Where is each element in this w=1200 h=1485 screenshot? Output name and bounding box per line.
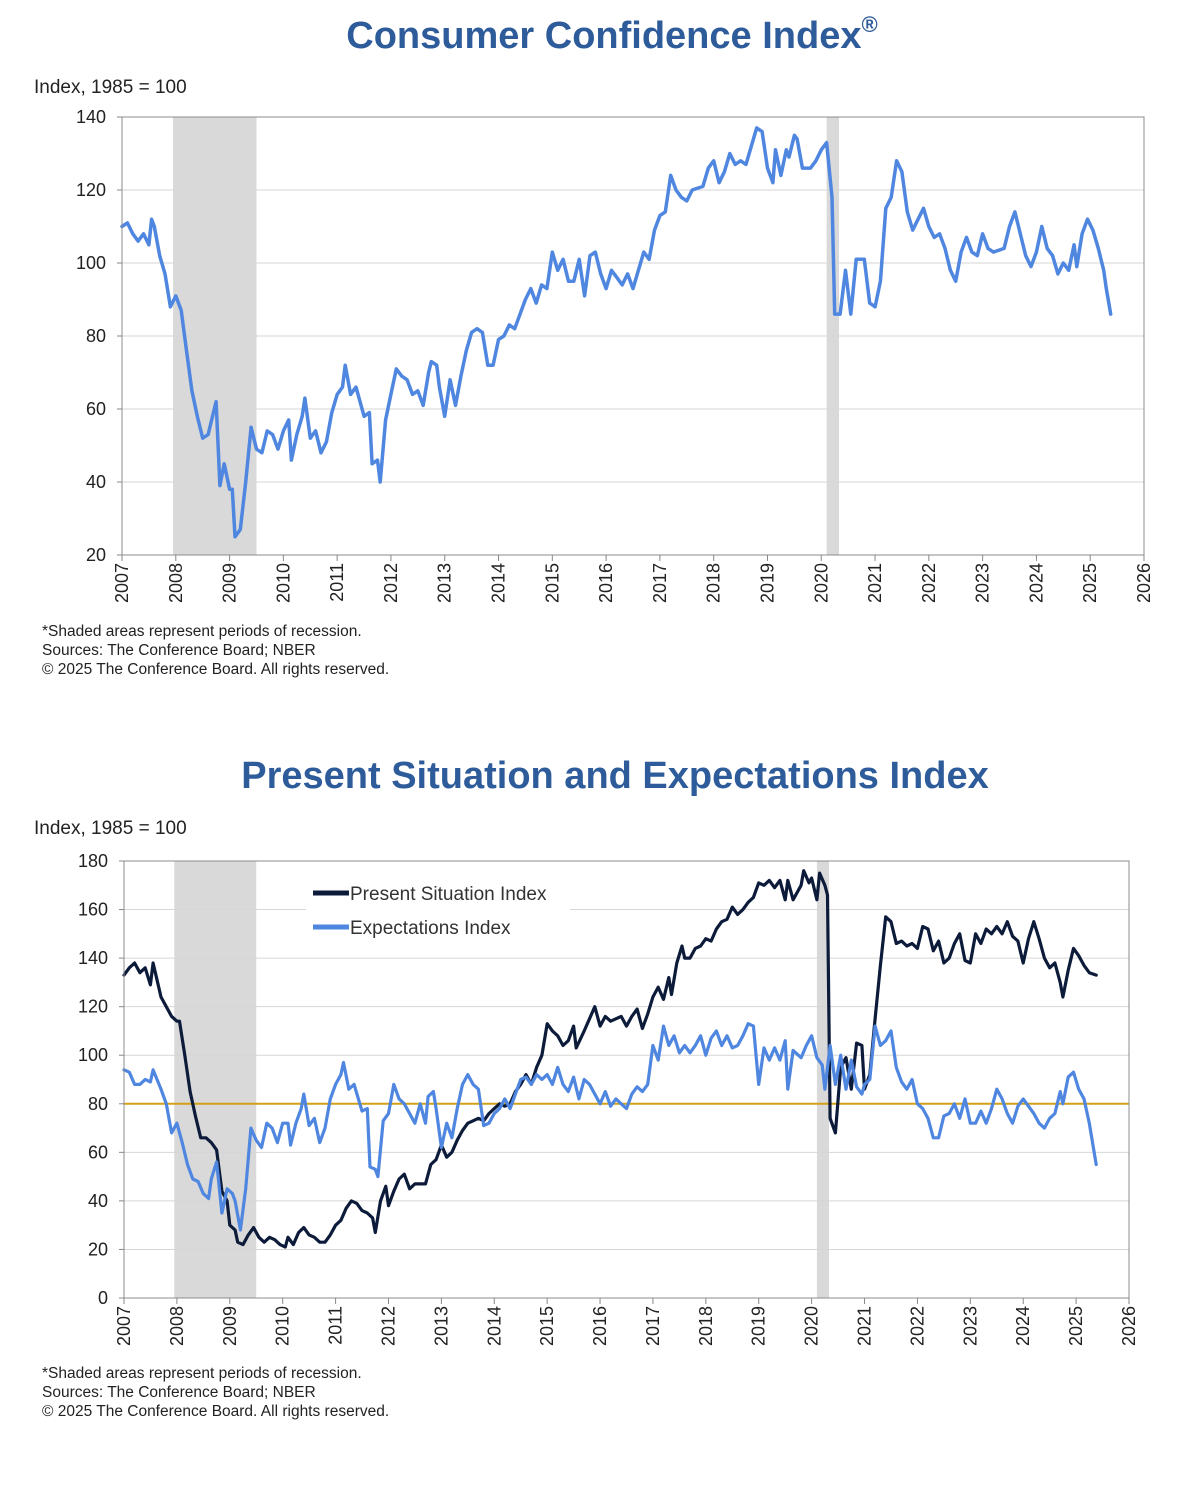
x-tick-label-2014: 2014 — [489, 563, 509, 603]
x-tick-label-2026: 2026 — [1119, 1306, 1139, 1346]
x-tick-label-2020: 2020 — [802, 1306, 822, 1346]
legend-label-expectations: Expectations Index — [350, 918, 511, 939]
x-tick-label-2016: 2016 — [596, 563, 616, 603]
chart-2-x-ticks: 2007 2008 2009 2010 2011 2012 2013 2014 2015 2016… — [114, 1298, 1139, 1346]
x-tick-label-2010: 2010 — [273, 1306, 293, 1346]
x-tick-label-2021: 2021 — [865, 563, 885, 603]
legend-label-present-situation: Present Situation Index — [350, 884, 547, 905]
chart-2-y-ticks: 0 20 40 60 80 100 120 140 160 180 — [78, 851, 124, 1308]
x-tick-label-2013: 2013 — [435, 563, 455, 603]
y-tick-label-140: 140 — [76, 107, 106, 127]
y-tick-label-80: 80 — [86, 326, 106, 346]
chart-2-ylabel: Index, 1985 = 100 — [34, 818, 187, 839]
x-tick-label-2008: 2008 — [166, 563, 186, 603]
x-tick-label-2009: 2009 — [220, 563, 240, 603]
x-tick-label-2017: 2017 — [650, 563, 670, 603]
x-tick-label-2023: 2023 — [973, 563, 993, 603]
y-tick-label-60: 60 — [86, 399, 106, 419]
x-tick-label-2013: 2013 — [431, 1306, 451, 1346]
chart-1-ylabel: Index, 1985 = 100 — [34, 77, 187, 98]
y-tick-label-100: 100 — [78, 1045, 108, 1065]
y-tick-label-60: 60 — [88, 1142, 108, 1162]
x-tick-label-2008: 2008 — [167, 1306, 187, 1346]
x-tick-label-2019: 2019 — [749, 1306, 769, 1346]
x-tick-label-2010: 2010 — [273, 563, 293, 603]
chart-consumer-confidence: Consumer Confidence Index® Index, 1985 =… — [34, 12, 1154, 678]
x-tick-label-2024: 2024 — [1026, 563, 1046, 603]
x-tick-label-2026: 2026 — [1134, 563, 1154, 603]
x-tick-label-2011: 2011 — [326, 1306, 346, 1345]
x-tick-label-2015: 2015 — [537, 1306, 557, 1346]
chart-1-grid-layer — [122, 189, 1144, 483]
chart-2-footnote-1: *Shaded areas represent periods of reces… — [42, 1365, 362, 1382]
recession-band-1 — [174, 861, 257, 1298]
y-tick-label-20: 20 — [86, 545, 106, 565]
y-tick-label-20: 20 — [88, 1239, 108, 1259]
x-tick-label-2007: 2007 — [112, 563, 132, 603]
chart-2-footnote-3: © 2025 The Conference Board. All rights … — [42, 1403, 389, 1420]
chart-1-title-mark: ® — [861, 12, 877, 37]
x-tick-label-2022: 2022 — [919, 563, 939, 603]
series-line-present-situation-index — [122, 869, 1098, 1249]
x-tick-label-2012: 2012 — [381, 563, 401, 603]
x-tick-label-2023: 2023 — [960, 1306, 980, 1346]
chart-1-title-text: Consumer Confidence Index — [346, 15, 861, 57]
x-tick-label-2024: 2024 — [1013, 1306, 1033, 1346]
y-tick-label-40: 40 — [86, 472, 106, 492]
x-tick-label-2016: 2016 — [590, 1306, 610, 1346]
x-tick-label-2014: 2014 — [484, 1306, 504, 1346]
chart-1-title: Consumer Confidence Index® — [346, 12, 877, 57]
x-tick-label-2021: 2021 — [855, 1306, 875, 1346]
series-line-consumer-confidence-index — [120, 126, 1113, 539]
chart-1-x-ticks: 2007 2008 2009 2010 2011 2012 2013 2014 2015 2016… — [112, 555, 1154, 603]
x-tick-label-2015: 2015 — [542, 563, 562, 603]
y-tick-label-100: 100 — [76, 253, 106, 273]
x-tick-label-2011: 2011 — [327, 563, 347, 602]
x-tick-label-2025: 2025 — [1080, 563, 1100, 603]
x-tick-label-2018: 2018 — [704, 563, 724, 603]
chart-1-footnote-2: Sources: The Conference Board; NBER — [42, 642, 316, 659]
y-tick-label-180: 180 — [78, 851, 108, 871]
y-tick-label-0: 0 — [98, 1288, 108, 1308]
plot-frame — [123, 860, 1130, 1299]
chart-2-legend: Present Situation Index Expectations Ind… — [306, 876, 570, 944]
chart-1-footnote-3: © 2025 The Conference Board. All rights … — [42, 661, 389, 678]
x-tick-label-2012: 2012 — [378, 1306, 398, 1346]
chart-2-grid-layer — [124, 909, 1129, 1250]
y-tick-label-80: 80 — [88, 1094, 108, 1114]
y-tick-label-40: 40 — [88, 1191, 108, 1211]
legend-background — [306, 876, 570, 944]
chart-2-series-layer — [122, 869, 1098, 1249]
series-line-expectations-index — [122, 1022, 1098, 1232]
chart-present-expectations: Present Situation and Expectations Index… — [34, 755, 1139, 1420]
x-tick-label-2025: 2025 — [1066, 1306, 1086, 1346]
chart-1-y-ticks: 20 40 60 80 100 120 140 — [76, 107, 122, 565]
x-tick-label-2007: 2007 — [114, 1306, 134, 1346]
y-tick-label-140: 140 — [78, 948, 108, 968]
x-tick-label-2018: 2018 — [696, 1306, 716, 1346]
chart-2-title: Present Situation and Expectations Index — [241, 755, 989, 797]
x-tick-label-2009: 2009 — [220, 1306, 240, 1346]
chart-2-frame-layer — [123, 860, 1130, 1299]
y-tick-label-120: 120 — [76, 180, 106, 200]
y-tick-label-120: 120 — [78, 997, 108, 1017]
x-tick-label-2017: 2017 — [643, 1306, 663, 1346]
chart-1-footnote-1: *Shaded areas represent periods of reces… — [42, 623, 362, 640]
chart-1-series-layer — [120, 126, 1113, 539]
x-tick-label-2022: 2022 — [907, 1306, 927, 1346]
y-tick-label-160: 160 — [78, 900, 108, 920]
x-tick-label-2019: 2019 — [757, 563, 777, 603]
chart-2-footnote-2: Sources: The Conference Board; NBER — [42, 1384, 316, 1401]
x-tick-label-2020: 2020 — [811, 563, 831, 603]
